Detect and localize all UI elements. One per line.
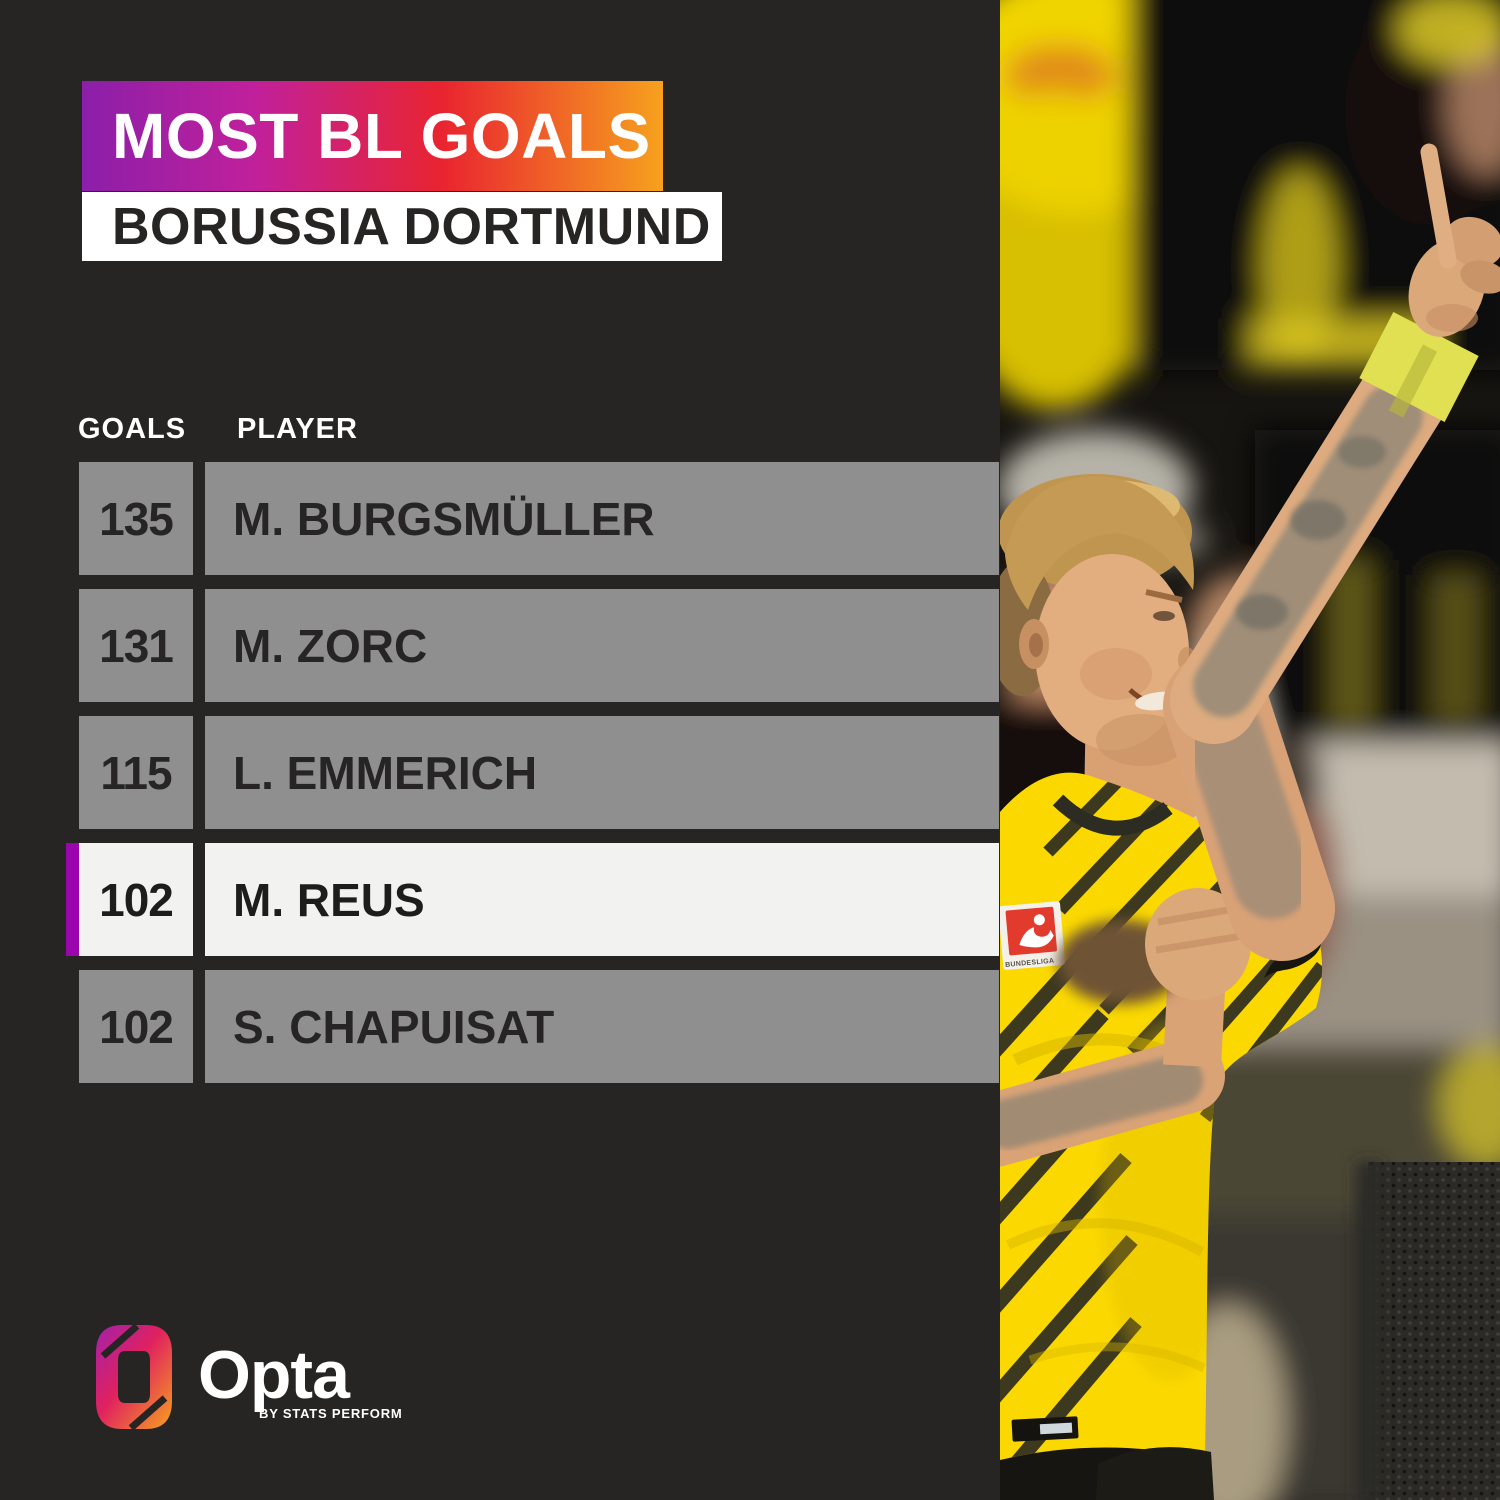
stadium-fence xyxy=(1368,1162,1500,1500)
goals-cell: 131 xyxy=(79,589,193,702)
goals-cell: 135 xyxy=(79,462,193,575)
player-cell: M. REUS xyxy=(205,843,999,956)
table-row: 135 M. BURGSMÜLLER xyxy=(66,462,999,575)
highlight-accent-bar xyxy=(66,843,79,956)
player-head xyxy=(1000,474,1196,766)
left-arm xyxy=(1000,888,1251,1167)
title-banner: MOST BL GOALS xyxy=(82,81,663,191)
goals-cell: 102 xyxy=(79,843,193,956)
table-row: 131 M. ZORC xyxy=(66,589,999,702)
player-cell: L. EMMERICH xyxy=(205,716,999,829)
opta-byline: BY STATS PERFORM xyxy=(259,1406,403,1421)
puma-hem-tag xyxy=(1011,1416,1079,1442)
table-row: 102 S. CHAPUISAT xyxy=(66,970,999,1083)
goals-column-header: GOALS xyxy=(78,413,187,445)
goals-cell: 102 xyxy=(79,970,193,1083)
pointing-finger xyxy=(1420,143,1457,269)
shorts xyxy=(1096,1447,1214,1500)
photo-marco-reus: BUNDESLIGA xyxy=(1000,0,1500,1500)
stats-table-rows: 135 M. BURGSMÜLLER 131 M. ZORC 115 L. EMMERIC… xyxy=(66,462,999,1097)
highlight-accent-bar xyxy=(66,589,79,702)
page-title: MOST BL GOALS xyxy=(112,100,651,172)
table-header-row: GOALS PLAYER xyxy=(78,413,358,446)
opta-ring-icon xyxy=(96,1324,172,1430)
player-cell: M. ZORC xyxy=(205,589,999,702)
raised-arm xyxy=(1163,143,1500,961)
highlight-accent-bar xyxy=(66,716,79,829)
goals-cell: 115 xyxy=(79,716,193,829)
highlight-accent-bar xyxy=(66,462,79,575)
opta-wordmark: Opta xyxy=(198,1337,350,1413)
page-subtitle: BORUSSIA DORTMUND xyxy=(112,197,711,256)
bundesliga-patch-label: BUNDESLIGA xyxy=(1005,958,1055,969)
player-cell: M. BURGSMÜLLER xyxy=(205,462,999,575)
player-column-header: PLAYER xyxy=(237,413,358,445)
subtitle-banner: BORUSSIA DORTMUND xyxy=(82,192,722,261)
highlight-accent-bar xyxy=(66,970,79,1083)
player-cell: S. CHAPUISAT xyxy=(205,970,999,1083)
table-row: 115 L. EMMERICH xyxy=(66,716,999,829)
bundesliga-patch-icon: BUNDESLIGA xyxy=(1000,901,1066,970)
table-row-highlighted: 102 M. REUS xyxy=(66,843,999,956)
